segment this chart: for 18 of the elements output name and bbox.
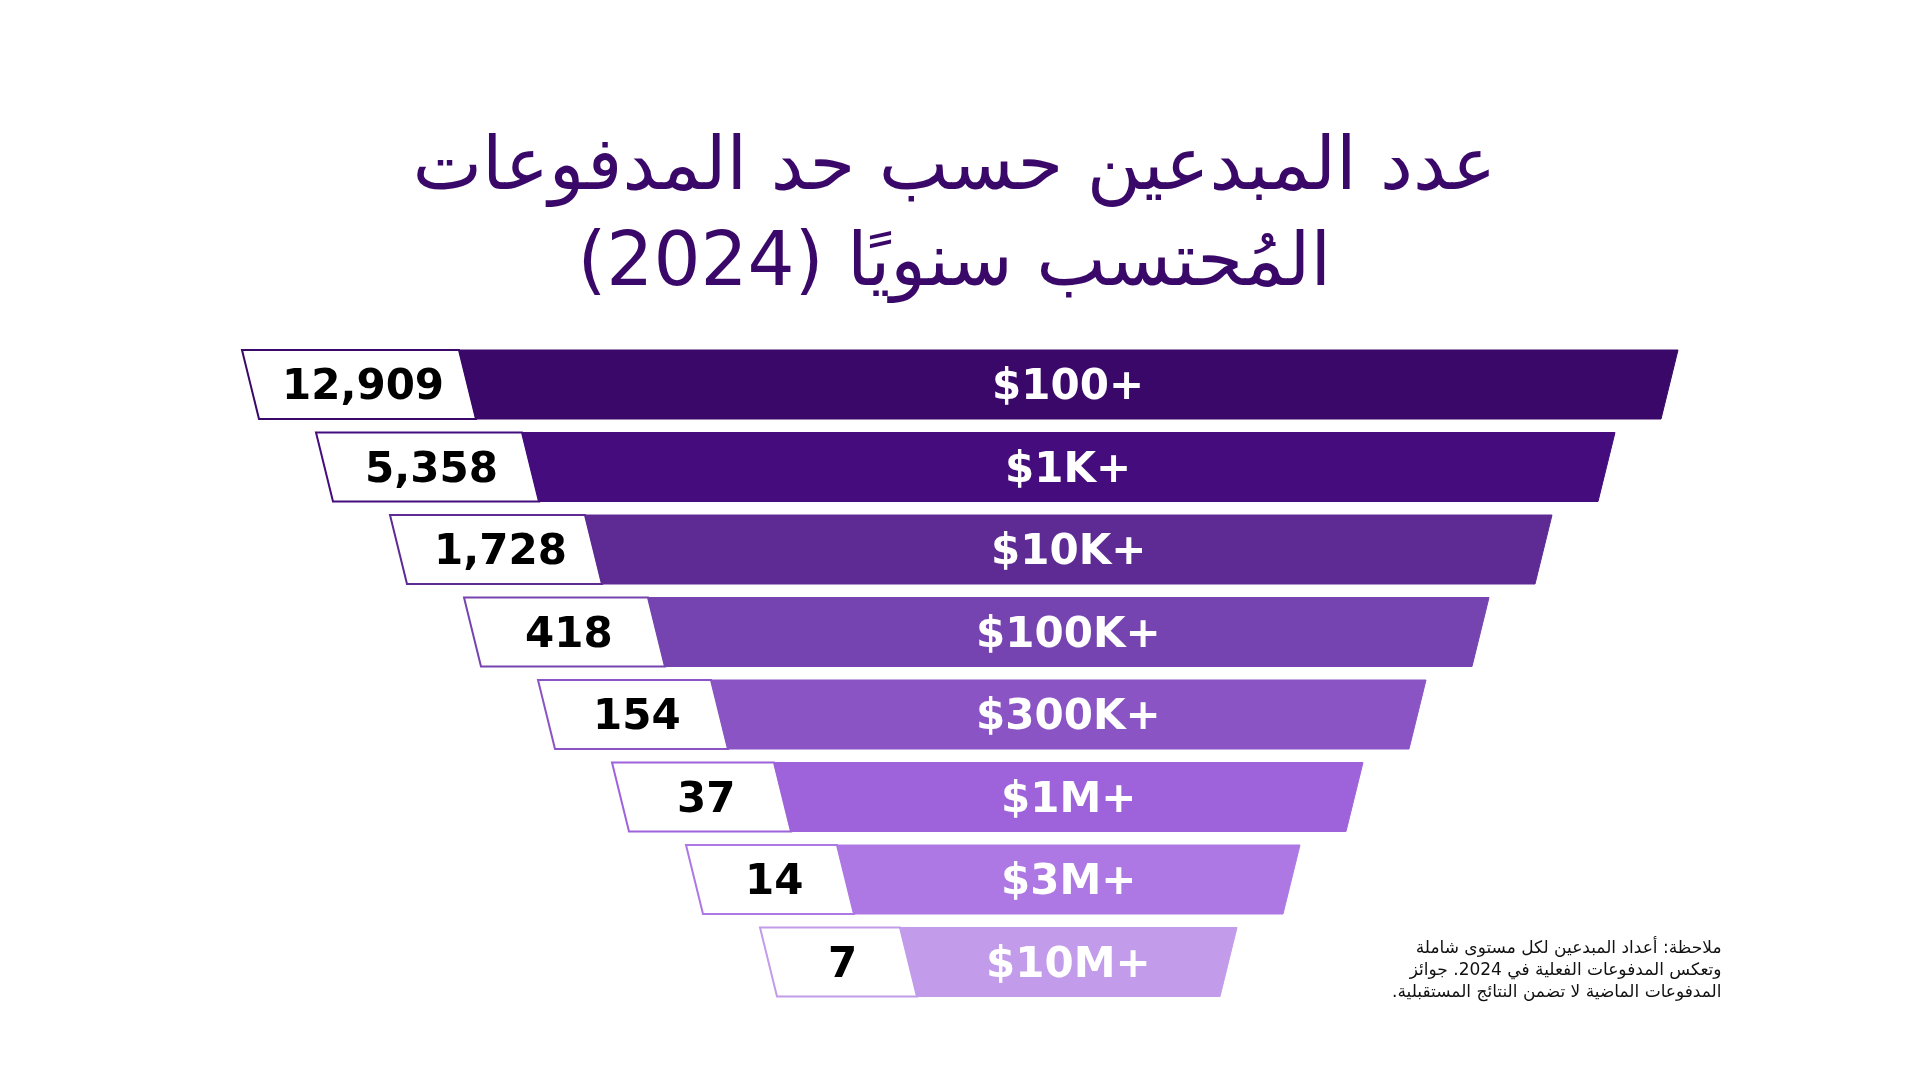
data-label: 154 — [593, 690, 681, 739]
data-label: 1,728 — [434, 525, 567, 574]
category-label: $1M+ — [1001, 773, 1137, 822]
data-label: 7 — [828, 938, 858, 987]
data-label: 12,909 — [282, 360, 445, 409]
category-label: $1K+ — [1005, 443, 1132, 492]
category-label: $10M+ — [986, 938, 1151, 987]
data-label: 5,358 — [365, 443, 498, 492]
text: ملاحظة: أعداد المبدعين لكل مستوى شاملة وتعكس المدفوعات الفعلية في 2024. جوائز المدفوعات الماضية لا تضمن النتائج المستقبلية. — [1392, 936, 1722, 1003]
text: عدد المبدعين حسب حد المدفوعات المُحتسب سنويًا (2024) — [412, 120, 1497, 304]
data-label: 14 — [745, 855, 804, 904]
data-label: 418 — [525, 608, 613, 657]
data-label: 37 — [677, 773, 736, 822]
category-label: $100K+ — [976, 608, 1161, 657]
category-label: $100+ — [992, 360, 1145, 409]
category-label: $3M+ — [1001, 855, 1137, 904]
category-label: $300K+ — [976, 690, 1161, 739]
category-label: $10K+ — [991, 525, 1147, 574]
